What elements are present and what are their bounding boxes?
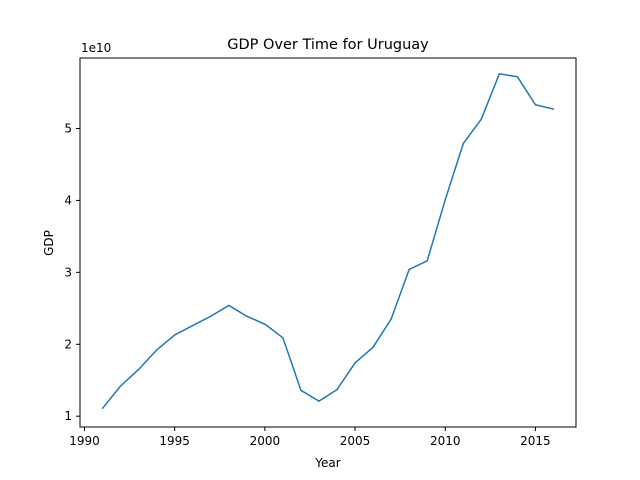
y-axis-label: GDP (42, 230, 56, 256)
data-point (191, 324, 194, 327)
series-layer (101, 73, 555, 410)
data-point (264, 323, 266, 325)
y-axis-offset-label: 1e10 (81, 41, 111, 55)
data-point (534, 104, 537, 106)
data-point (300, 389, 302, 392)
data-point (101, 407, 104, 410)
data-point (426, 260, 428, 262)
x-tick-label: 2015 (520, 434, 551, 448)
data-point (282, 337, 284, 339)
data-point (210, 315, 212, 317)
x-tick-label: 2010 (430, 434, 461, 448)
y-tick-label: 1 (64, 409, 72, 423)
axis-ticks: 1990 1995 2000 2005 2010 2015 1 2 3 4 5 (64, 121, 550, 448)
data-point (462, 142, 465, 145)
x-tick-label: 2000 (250, 434, 281, 448)
data-point (137, 368, 140, 371)
x-axis-label: Year (314, 456, 340, 470)
data-point (173, 334, 176, 336)
data-point (498, 73, 501, 75)
data-point (372, 346, 374, 348)
y-tick-label: 3 (64, 265, 72, 279)
x-tick-label: 2005 (340, 434, 371, 448)
data-point (390, 318, 392, 320)
data-point (119, 385, 122, 387)
chart-title: GDP Over Time for Uruguay (227, 37, 429, 53)
plot-area-frame (79, 57, 577, 428)
data-point (444, 198, 446, 201)
y-tick-label: 4 (64, 193, 72, 207)
data-point (516, 75, 519, 78)
x-tick-label: 1995 (159, 434, 190, 448)
data-point (354, 362, 356, 364)
data-point (408, 268, 410, 271)
data-point (480, 118, 483, 120)
series-line (101, 73, 554, 409)
data-point (228, 304, 230, 307)
data-point (552, 108, 555, 110)
y-tick-label: 2 (64, 337, 72, 351)
data-point (336, 388, 338, 391)
y-tick-label: 5 (64, 121, 72, 135)
data-point (246, 315, 248, 317)
data-point (155, 349, 158, 351)
x-tick-label: 1990 (69, 434, 100, 448)
data-point (318, 400, 320, 402)
